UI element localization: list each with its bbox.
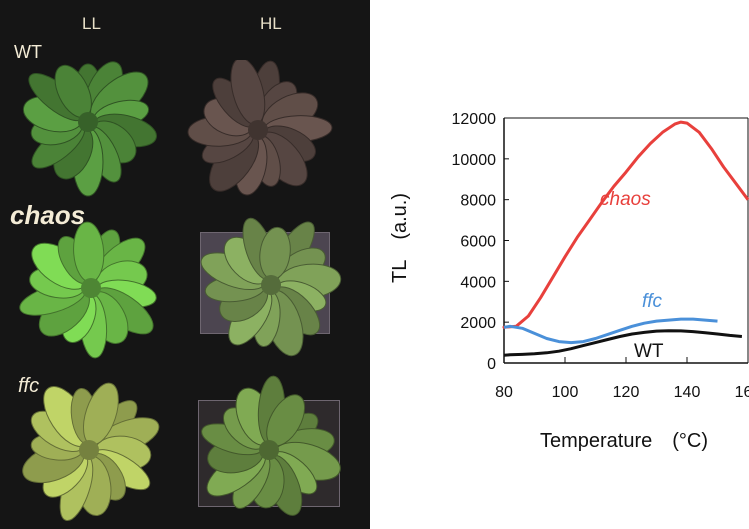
column-label-hl: HL [260, 14, 282, 33]
series-line-wt [503, 329, 743, 357]
y-tick-label: 6000 [460, 234, 496, 251]
y-tick-label: 10000 [452, 152, 497, 169]
row-label-chaos: chaos [10, 200, 86, 230]
plant-ffc-ll [4, 372, 174, 527]
series-lines [502, 120, 749, 357]
rosette-center [78, 112, 98, 132]
plant-chaos-ll [6, 208, 176, 368]
row-label-wt: WT [14, 42, 42, 62]
tick-labels: 80 100 120 140 160 0 2000 4000 6000 8000 10000 1200… [452, 111, 749, 401]
y-tick-label: 8000 [460, 193, 496, 210]
x-tick-label: 100 [552, 384, 579, 401]
x-tick-label: 80 [495, 384, 513, 401]
column-label-ll: LL [82, 14, 101, 33]
series-label-chaos: chaos [600, 189, 651, 210]
thermoluminescence-chart: 80 100 120 140 160 0 2000 4000 6000 8000 10000 1200… [372, 0, 749, 529]
x-axis-label: Temperature (°C) [540, 430, 708, 452]
rosette-center [79, 440, 99, 460]
chart-svg: 80 100 120 140 160 0 2000 4000 6000 8000 10000 1200… [389, 111, 749, 452]
y-tick-label: 4000 [460, 274, 496, 291]
rosette-center [81, 278, 101, 298]
rosette-center [259, 440, 279, 460]
plant-wt-ll [8, 42, 168, 202]
plant-chaos-hl [186, 205, 356, 365]
x-tick-label: 160 [735, 384, 749, 401]
series-label-ffc: ffc [642, 291, 663, 312]
tick-marks [503, 117, 749, 364]
plant-photo-panel: LL HL WT chaos ffc [0, 0, 370, 529]
plant-ffc-hl [184, 372, 354, 527]
x-tick-label: 140 [674, 384, 701, 401]
y-tick-label: 12000 [452, 111, 497, 128]
plant-wt-hl [178, 60, 338, 200]
series-line-ffc [503, 317, 718, 345]
row-label-ffc: ffc [18, 375, 40, 397]
y-tick-label: 2000 [460, 315, 496, 332]
rosette-center [261, 275, 281, 295]
y-axis-label: TL (a.u.) [389, 193, 411, 283]
series-label-wt: WT [634, 341, 664, 362]
y-tick-label: 0 [487, 356, 496, 373]
x-tick-label: 120 [613, 384, 640, 401]
rosette-center [248, 120, 268, 140]
series-line-chaos [502, 120, 749, 329]
